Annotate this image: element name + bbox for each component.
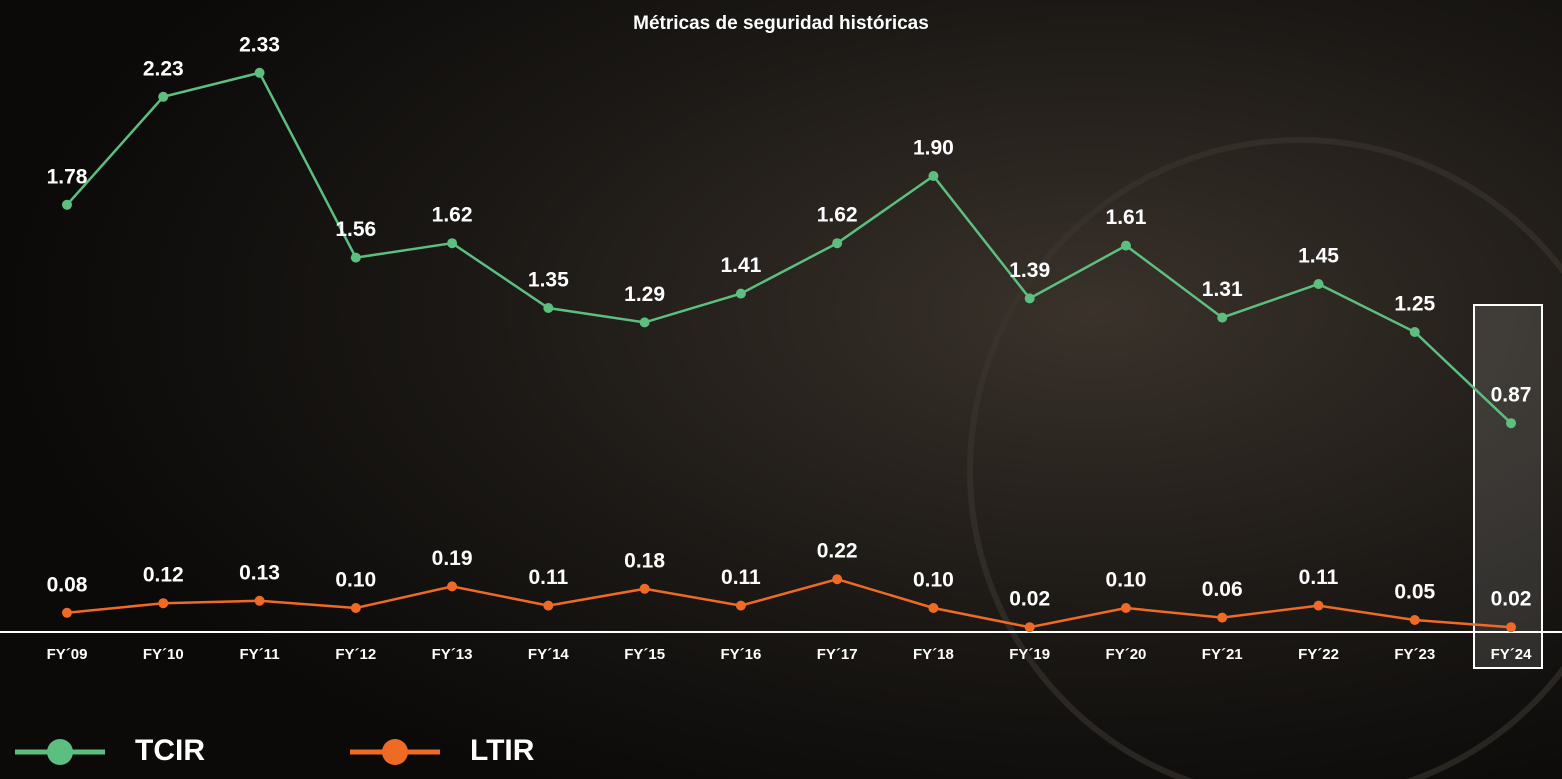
x-tick-label: FY´12	[335, 646, 376, 663]
data-label: 1.39	[1009, 259, 1050, 282]
data-label: 1.25	[1394, 293, 1435, 316]
data-label: 1.31	[1202, 278, 1243, 301]
x-tick-label: FY´17	[817, 646, 858, 663]
data-point	[1506, 418, 1516, 428]
data-point	[255, 596, 265, 606]
data-label: 1.29	[624, 283, 665, 306]
x-tick-label: FY´09	[47, 646, 88, 663]
data-label: 0.08	[47, 573, 88, 596]
data-label: 0.02	[1491, 588, 1532, 611]
data-point	[62, 608, 72, 618]
data-label: 0.87	[1491, 384, 1532, 407]
data-label: 0.05	[1394, 581, 1435, 604]
data-point	[62, 200, 72, 210]
data-label: 1.35	[528, 269, 569, 292]
data-point	[1314, 279, 1324, 289]
data-label: 1.62	[432, 204, 473, 227]
data-point	[1025, 622, 1035, 632]
data-point	[351, 253, 361, 263]
data-point	[1410, 327, 1420, 337]
legend-label: LTIR	[470, 734, 535, 767]
data-label: 0.10	[1106, 569, 1147, 592]
x-tick-label: FY´19	[1009, 646, 1050, 663]
legend-label: TCIR	[135, 734, 205, 767]
x-tick-label: FY´13	[432, 646, 473, 663]
data-point	[543, 303, 553, 313]
x-tick-label: FY´18	[913, 646, 954, 663]
x-tick-label: FY´21	[1202, 646, 1243, 663]
data-point	[1121, 603, 1131, 613]
data-point	[158, 598, 168, 608]
data-label: 0.18	[624, 549, 665, 572]
data-point	[1314, 601, 1324, 611]
data-point	[158, 92, 168, 102]
x-tick-label: FY´11	[240, 646, 280, 663]
data-point	[255, 68, 265, 78]
data-label: 2.23	[143, 57, 184, 80]
x-tick-label: FY´22	[1298, 646, 1339, 663]
data-label: 2.33	[239, 33, 280, 56]
data-point	[928, 171, 938, 181]
data-point	[1506, 622, 1516, 632]
x-tick-label: FY´20	[1106, 646, 1147, 663]
data-point	[1410, 615, 1420, 625]
data-point	[736, 601, 746, 611]
x-tick-label: FY´14	[528, 646, 570, 663]
data-point	[447, 238, 457, 248]
x-tick-label: FY´23	[1394, 646, 1435, 663]
page: {"chart_data": {"type": "line", "title":…	[0, 0, 1562, 779]
data-label: 0.11	[721, 566, 761, 589]
data-point	[1025, 293, 1035, 303]
chart-title: Métricas de seguridad históricas	[633, 13, 929, 34]
data-label: 0.11	[1299, 566, 1339, 589]
legend-marker	[382, 739, 408, 765]
data-point	[640, 317, 650, 327]
data-label: 1.90	[913, 137, 954, 160]
x-tick-label: FY´16	[720, 646, 761, 663]
data-label: 1.41	[720, 254, 761, 277]
data-label: 0.02	[1009, 588, 1050, 611]
legend-marker	[47, 739, 73, 765]
data-point	[832, 238, 842, 248]
data-label: 0.22	[817, 540, 858, 563]
x-tick-label: FY´15	[624, 646, 665, 663]
data-point	[1217, 313, 1227, 323]
data-label: 1.78	[47, 165, 88, 188]
data-label: 1.62	[817, 204, 858, 227]
data-point	[832, 574, 842, 584]
x-tick-label: FY´10	[143, 646, 184, 663]
data-label: 1.45	[1298, 245, 1339, 268]
data-point	[1121, 241, 1131, 251]
data-point	[1217, 613, 1227, 623]
data-label: 0.10	[913, 569, 954, 592]
data-label: 1.56	[335, 218, 376, 241]
data-label: 0.12	[143, 564, 184, 587]
data-point	[447, 581, 457, 591]
data-point	[640, 584, 650, 594]
data-point	[736, 289, 746, 299]
x-tick-label: FY´24	[1491, 646, 1533, 663]
chart: Métricas de seguridad históricas FY´09 FY…	[0, 0, 1562, 779]
data-label: 0.10	[335, 569, 376, 592]
data-label: 0.11	[528, 566, 568, 589]
data-label: 1.61	[1106, 206, 1147, 229]
data-label: 0.13	[239, 561, 280, 584]
data-point	[351, 603, 361, 613]
data-label: 0.19	[432, 547, 473, 570]
highlight-box	[1474, 305, 1542, 668]
data-point	[543, 601, 553, 611]
data-point	[928, 603, 938, 613]
data-label: 0.06	[1202, 578, 1243, 601]
